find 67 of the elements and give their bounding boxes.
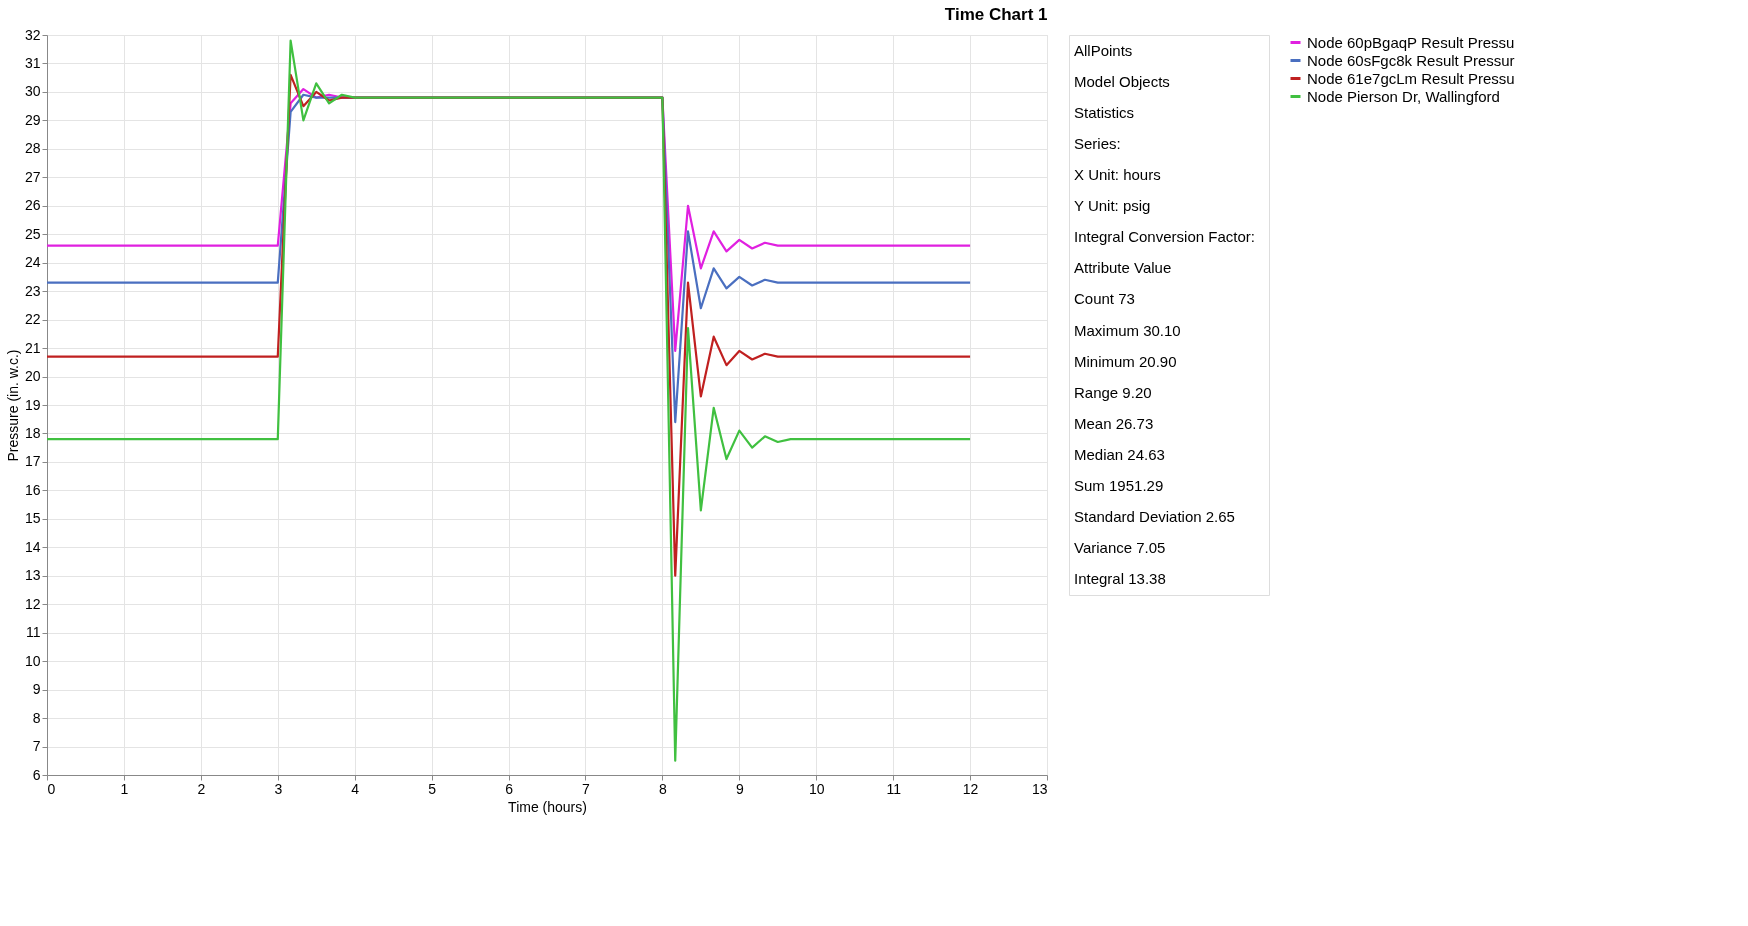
x-tick-label: 0 (47, 780, 56, 797)
text: Median 24.63 (1074, 446, 1165, 463)
y-tick-label: 16 (24, 481, 41, 498)
y-tick-label: 11 (25, 624, 41, 641)
legend-label: Node Pierson Dr, Wallingford (1307, 87, 1500, 105)
y-tick-label: 9 (32, 681, 41, 698)
x-tick-label: 6 (505, 780, 514, 797)
text: Sum 1951.29 (1074, 477, 1164, 495)
y-tick-label: 18 (24, 424, 41, 441)
text: AllPoints (1074, 41, 1133, 59)
x-tick-label: 5 (428, 780, 437, 797)
text: Statistics (1074, 103, 1135, 121)
y-tick-label: 13 (24, 567, 41, 584)
text: Count 73 (1074, 290, 1135, 308)
x-tick-label: 9 (735, 780, 744, 797)
y-tick-label: 8 (32, 709, 41, 726)
x-tick-label: 7 (582, 780, 591, 797)
x-tick-label: 12 (962, 780, 979, 797)
legend-label: Node 60pBgaqP Result Pressu (1307, 33, 1515, 51)
y-tick-label: 6 (32, 766, 41, 783)
legend-label: Node 61e7gcLm Result Pressu (1307, 69, 1515, 87)
x-tick-label: 4 (351, 780, 360, 797)
y-tick-label: 29 (24, 111, 41, 128)
text: Mean 26.73 (1074, 414, 1154, 432)
x-tick-label: 13 (1031, 780, 1048, 797)
y-tick-label: 24 (24, 254, 41, 271)
y-tick-label: 28 (24, 140, 41, 157)
y-tick-label: 26 (24, 197, 41, 214)
text: Standard Deviation 2.65 (1074, 508, 1235, 526)
text: Integral Conversion Factor: (1074, 228, 1255, 246)
y-tick-label: 7 (32, 738, 41, 755)
text: X Unit: hours (1074, 166, 1161, 183)
y-tick-label: 19 (24, 396, 41, 413)
x-tick-label: 10 (808, 780, 825, 797)
y-tick-label: 10 (24, 652, 41, 669)
y-tick-label: 23 (24, 282, 41, 299)
text: Y Unit: psig (1074, 197, 1151, 215)
chart-title: Time Chart 1 (944, 5, 1048, 24)
y-tick-label: 17 (24, 453, 41, 470)
y-axis-title: Pressure (in. w.c.) (4, 349, 21, 462)
legend-label: Node 60sFgc8k Result Pressur (1307, 51, 1515, 69)
y-tick-label: 12 (24, 595, 41, 612)
x-tick-label: 1 (120, 780, 129, 797)
x-tick-label: 2 (197, 780, 206, 797)
y-tick-label: 30 (24, 83, 41, 100)
y-tick-label: 21 (24, 339, 41, 356)
y-tick-label: 14 (24, 538, 41, 555)
x-tick-label: 8 (658, 780, 667, 797)
x-tick-label: 11 (886, 780, 902, 797)
y-tick-label: 22 (24, 311, 41, 328)
y-tick-label: 32 (24, 26, 41, 43)
y-tick-label: 27 (24, 168, 41, 185)
text: Range 9.20 (1074, 383, 1152, 401)
text: Maximum 30.10 (1074, 321, 1181, 339)
text: Series: (1074, 134, 1121, 152)
text: Model Objects (1074, 72, 1170, 90)
x-tick-label: 3 (274, 780, 283, 797)
text: Minimum 20.90 (1074, 352, 1177, 370)
text: Attribute Value (1074, 259, 1172, 277)
y-tick-label: 31 (24, 54, 41, 71)
text: Integral 13.38 (1074, 570, 1166, 588)
y-tick-label: 25 (24, 225, 41, 242)
y-tick-label: 20 (24, 368, 41, 385)
x-axis-title: Time (hours) (508, 798, 587, 815)
text: Variance 7.05 (1074, 539, 1166, 557)
y-tick-label: 15 (24, 510, 41, 527)
line-series (45, 39, 972, 762)
